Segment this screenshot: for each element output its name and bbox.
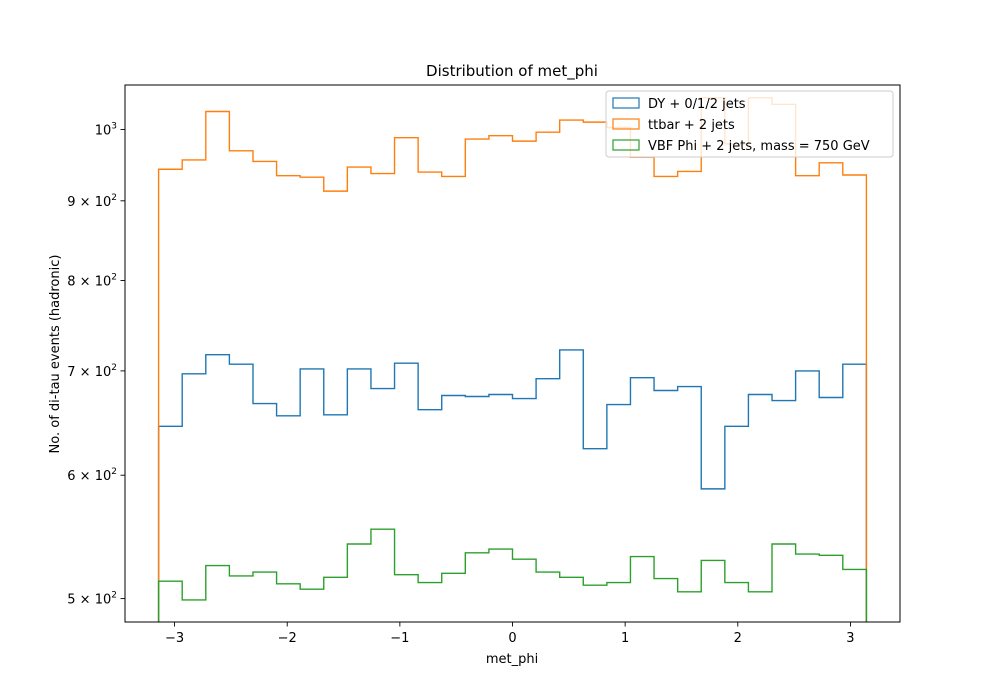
y-axis-ticks: 5 × 102 6 × 102 7 × 102 8 × 102 9 × 102 103 — [67, 122, 125, 608]
legend-label-2: ttbar + 2 jets — [648, 118, 735, 133]
y-tick-label: 8 × 102 — [67, 273, 117, 290]
histogram-series-3 — [157, 528, 868, 622]
x-tick-label: 2 — [734, 631, 742, 646]
plot-frame — [124, 84, 901, 623]
y-tick-label: 9 × 102 — [67, 193, 117, 210]
chart-title: Distribution of met_phi — [426, 62, 598, 81]
y-tick-label: 6 × 102 — [67, 467, 117, 484]
y-tick-label: 7 × 102 — [67, 363, 117, 380]
histogram-series-2 — [157, 97, 868, 622]
legend-swatch-1 — [612, 97, 640, 109]
y-tick-label: 103 — [95, 122, 117, 139]
legend-swatch-2 — [612, 118, 640, 130]
y-axis-label: No. of di-tau events (hadronic) — [48, 255, 63, 454]
x-tick-label: −3 — [165, 631, 184, 646]
legend-label-3: VBF Phi + 2 jets, mass = 750 GeV — [648, 139, 870, 154]
x-axis-ticks: −3 −2 −1 0 1 2 3 — [165, 622, 855, 646]
legend-box — [605, 90, 894, 158]
x-tick-label: −1 — [390, 631, 409, 646]
x-tick-label: 3 — [846, 631, 854, 646]
histogram-series-1 — [157, 349, 868, 622]
x-tick-label: −2 — [278, 631, 297, 646]
x-tick-label: 1 — [621, 631, 629, 646]
legend-label-1: DY + 0/1/2 jets — [648, 97, 746, 112]
legend-swatch-3 — [612, 139, 640, 151]
y-tick-label: 5 × 102 — [67, 591, 117, 608]
x-axis-label: met_phi — [486, 652, 538, 667]
legend: DY + 0/1/2 jets ttbar + 2 jets VBF Phi + 2… — [605, 90, 894, 158]
x-tick-label: 0 — [508, 631, 516, 646]
